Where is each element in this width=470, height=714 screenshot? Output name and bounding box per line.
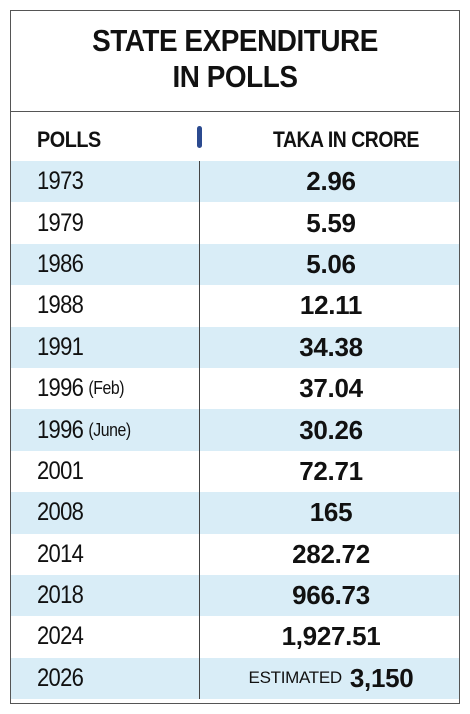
table-row: 2001 72.71 [11,451,459,492]
poll-year-value: 2024 [37,622,84,651]
table-row: 2026 ESTIMATED 3,150 [11,657,461,700]
expenditure-amount: 72.71 [201,451,461,492]
table-row: 1973 2.96 [11,161,461,203]
expenditure-amount: 2.96 [201,161,461,202]
poll-year-value: 2014 [37,539,84,568]
expenditure-amount: 30.26 [201,409,461,450]
poll-year: 2024 [37,616,84,657]
amount-value: 5.59 [306,207,356,238]
poll-year-value: 2026 [37,663,84,692]
amount-value: 2.96 [306,166,356,197]
poll-year-note: (Feb) [88,378,125,399]
poll-year-value: 2008 [37,498,84,527]
title-line-2: IN POLLS [172,59,298,94]
poll-year: 1979 [37,202,84,243]
table-row: 2018 966.73 [11,574,461,617]
poll-year: 2001 [37,451,84,492]
poll-year: 1973 [37,161,84,202]
amount-value: 30.26 [299,414,363,445]
amount-value: 72.71 [299,455,363,486]
poll-year-value: 1996 [37,415,84,444]
amount-prefix: ESTIMATED [248,668,343,688]
column-header-taka: TAKA IN CRORE [273,127,419,152]
amount-value: 34.38 [299,331,363,362]
poll-year: 2026 [37,658,84,699]
table-row: 1986 5.06 [11,243,461,286]
amount-value: 282.72 [292,538,370,569]
poll-year-value: 2001 [37,456,84,485]
column-divider-marker [197,126,202,148]
poll-year-note: (June) [88,419,131,440]
table-row: 2014 282.72 [11,534,459,575]
expenditure-card: STATE EXPENDITURE IN POLLS POLLS TAKA IN… [10,10,460,704]
title-divider [11,111,459,112]
expenditure-amount: 165 [201,492,461,533]
poll-year: 1996 (June) [37,409,131,450]
poll-year: 1991 [37,327,84,368]
chart-title: STATE EXPENDITURE IN POLLS [33,23,436,95]
poll-year-value: 1996 [37,374,84,403]
column-header-polls: POLLS [37,127,101,152]
amount-value: 5.06 [306,248,356,279]
table-row: 1988 12.11 [11,285,459,326]
poll-year: 2014 [37,534,84,575]
expenditure-amount: 966.73 [201,575,461,616]
amount-value: 1,927.51 [281,621,381,652]
poll-year: 1988 [37,285,84,326]
poll-year-value: 1973 [37,167,84,196]
poll-year: 1996 (Feb) [37,368,124,409]
amount-value: 165 [309,497,353,528]
expenditure-amount: 282.72 [201,534,461,575]
expenditure-amount: 34.38 [201,327,461,368]
table-row: 1996 (Feb) 37.04 [11,368,459,409]
amount-value: 3,150 [349,662,414,693]
expenditure-amount: ESTIMATED 3,150 [201,658,461,699]
expenditure-amount: 5.59 [201,202,461,243]
amount-value: 37.04 [299,373,363,404]
poll-year-value: 1979 [37,208,84,237]
column-divider-line [199,161,200,699]
expenditure-amount: 37.04 [201,368,461,409]
poll-year-value: 1991 [37,332,84,361]
amount-value: 12.11 [299,290,363,321]
amount-value: 966.73 [292,580,370,611]
table-row: 1996 (June) 30.26 [11,409,461,451]
table-row: 2024 1,927.51 [11,616,459,657]
expenditure-amount: 5.06 [201,244,461,285]
poll-year-value: 1986 [37,249,84,278]
table-row: 1991 34.38 [11,326,461,368]
expenditure-amount: 1,927.51 [201,616,461,657]
expenditure-amount: 12.11 [201,285,461,326]
poll-year-value: 1988 [37,291,84,320]
poll-year: 2008 [37,492,84,533]
table-body: 1973 2.96 1979 5.59 1986 5.06 1988 12.11 1991 34.… [11,161,461,700]
poll-year-value: 2018 [37,581,84,610]
table-row: 2008 165 [11,492,461,534]
title-line-1: STATE EXPENDITURE [92,23,378,58]
poll-year: 1986 [37,244,84,285]
table-row: 1979 5.59 [11,202,459,243]
poll-year: 2018 [37,575,84,616]
